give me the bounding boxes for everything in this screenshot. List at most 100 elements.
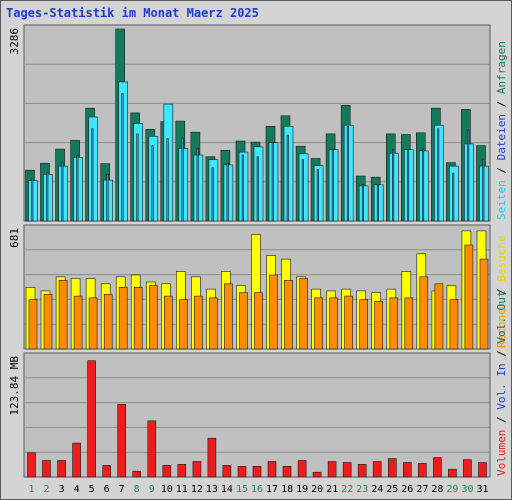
legend-dateien: Dateien xyxy=(495,114,508,160)
day-label: 13 xyxy=(206,484,218,495)
day-label: 8 xyxy=(134,484,140,495)
bar-volumen xyxy=(417,463,427,478)
bar-volumen xyxy=(177,464,187,478)
day-label: 21 xyxy=(326,484,338,495)
day-label: 5 xyxy=(89,484,95,495)
bar-volumen xyxy=(463,459,472,478)
bar-dateien xyxy=(241,154,244,222)
bar-rechner xyxy=(419,276,429,350)
legend-volumen: Volumen xyxy=(495,430,508,476)
bar-volumen xyxy=(387,458,397,478)
bar-dateien xyxy=(406,149,410,222)
day-label: 27 xyxy=(416,484,428,495)
bar-rechner xyxy=(179,299,188,350)
bar-rechner xyxy=(224,283,233,350)
bar-volumen xyxy=(72,442,81,478)
day-label: 14 xyxy=(221,484,233,495)
bar-rechner xyxy=(118,286,128,350)
bar-dateien xyxy=(136,133,139,222)
hits-ymax-label: 3286 xyxy=(8,28,21,55)
bar-volumen xyxy=(192,461,202,478)
day-label: 10 xyxy=(161,484,173,495)
bar-dateien xyxy=(106,174,109,222)
bar-dateien xyxy=(316,169,319,222)
bar-volumen xyxy=(357,464,367,478)
bar-dateien xyxy=(346,126,350,222)
bar-dateien xyxy=(467,129,470,222)
bar-volumen xyxy=(297,460,307,478)
bar-rechner xyxy=(479,258,489,350)
day-label: 30 xyxy=(461,484,473,495)
bar-dateien xyxy=(376,185,380,222)
day-label: 7 xyxy=(119,484,125,495)
legend-seiten: Seiten xyxy=(495,180,508,220)
day-labels: 1 2 3 4 5 6 7 8 9 10 11 12 13 14 15 16 17 18 19 20 21 22 23 24 2… xyxy=(28,484,488,495)
bar-rechner xyxy=(133,286,143,350)
bar-volumen xyxy=(372,461,382,478)
bar-rechner xyxy=(299,278,308,350)
bar-volumen xyxy=(433,457,442,478)
bar-rechner xyxy=(449,299,459,350)
volume-legend: Volumen / Vol. In / Vol. Out xyxy=(495,291,508,476)
bar-dateien xyxy=(286,134,289,222)
bar-dateien xyxy=(76,155,79,222)
bar-volumen xyxy=(117,403,126,478)
bar-dateien xyxy=(196,148,199,222)
day-label: 26 xyxy=(401,484,413,495)
bar-volumen xyxy=(312,471,322,478)
bar-rechner xyxy=(209,297,218,350)
day-label: 6 xyxy=(104,484,110,495)
bar-dateien xyxy=(482,158,485,222)
day-label: 17 xyxy=(266,484,278,495)
day-label: 25 xyxy=(386,484,398,495)
legend-anfragen: Anfragen xyxy=(495,41,508,94)
bar-rechner xyxy=(344,295,354,350)
bar-volumen xyxy=(132,470,141,478)
day-label: 23 xyxy=(356,484,368,495)
bar-volumen xyxy=(57,460,66,478)
bar-volumen xyxy=(327,461,337,478)
bar-dateien xyxy=(151,145,154,222)
bar-dateien xyxy=(331,149,334,222)
bar-dateien xyxy=(391,149,395,222)
bar-rechner xyxy=(434,283,444,350)
bar-rechner xyxy=(28,299,38,350)
bar-rechner xyxy=(374,301,384,350)
bar-rechner xyxy=(103,294,113,350)
bar-volumen xyxy=(87,360,96,478)
day-label: 19 xyxy=(296,484,308,495)
visits-legend: Rechner / Besuche xyxy=(495,235,508,348)
bar-volumen xyxy=(27,452,36,478)
day-label: 11 xyxy=(176,484,188,495)
day-label: 2 xyxy=(43,484,49,495)
bar-volumen xyxy=(282,465,292,478)
visits-ymax-label: 681 xyxy=(8,228,21,248)
day-label: 28 xyxy=(431,484,443,495)
bar-rechner xyxy=(284,279,293,350)
bar-rechner xyxy=(43,294,53,350)
bar-dateien xyxy=(211,167,214,222)
day-label: 18 xyxy=(281,484,293,495)
chart-title: Tages-Statistik im Monat Maerz 2025 xyxy=(6,6,259,20)
bar-rechner xyxy=(164,295,173,350)
day-label: 1 xyxy=(28,484,34,495)
bar-dateien xyxy=(226,162,229,222)
bar-rechner xyxy=(269,274,278,350)
bar-dateien xyxy=(31,178,34,222)
bar-volumen xyxy=(222,465,232,478)
bar-dateien xyxy=(91,128,94,222)
bar-dateien xyxy=(301,159,304,222)
day-label: 20 xyxy=(311,484,323,495)
legend-vol-out: Vol. Out xyxy=(495,291,508,344)
bar-volumen xyxy=(42,460,51,478)
bar-volumen xyxy=(162,465,172,478)
day-label: 12 xyxy=(191,484,203,495)
bar-rechner xyxy=(88,297,98,350)
bar-rechner xyxy=(58,279,68,350)
bar-rechner xyxy=(329,297,338,350)
bar-volumen xyxy=(448,468,457,478)
day-label: 4 xyxy=(74,484,80,495)
bar-rechner xyxy=(404,297,414,350)
bar-rechner xyxy=(254,292,263,350)
bar-dateien xyxy=(166,138,169,222)
